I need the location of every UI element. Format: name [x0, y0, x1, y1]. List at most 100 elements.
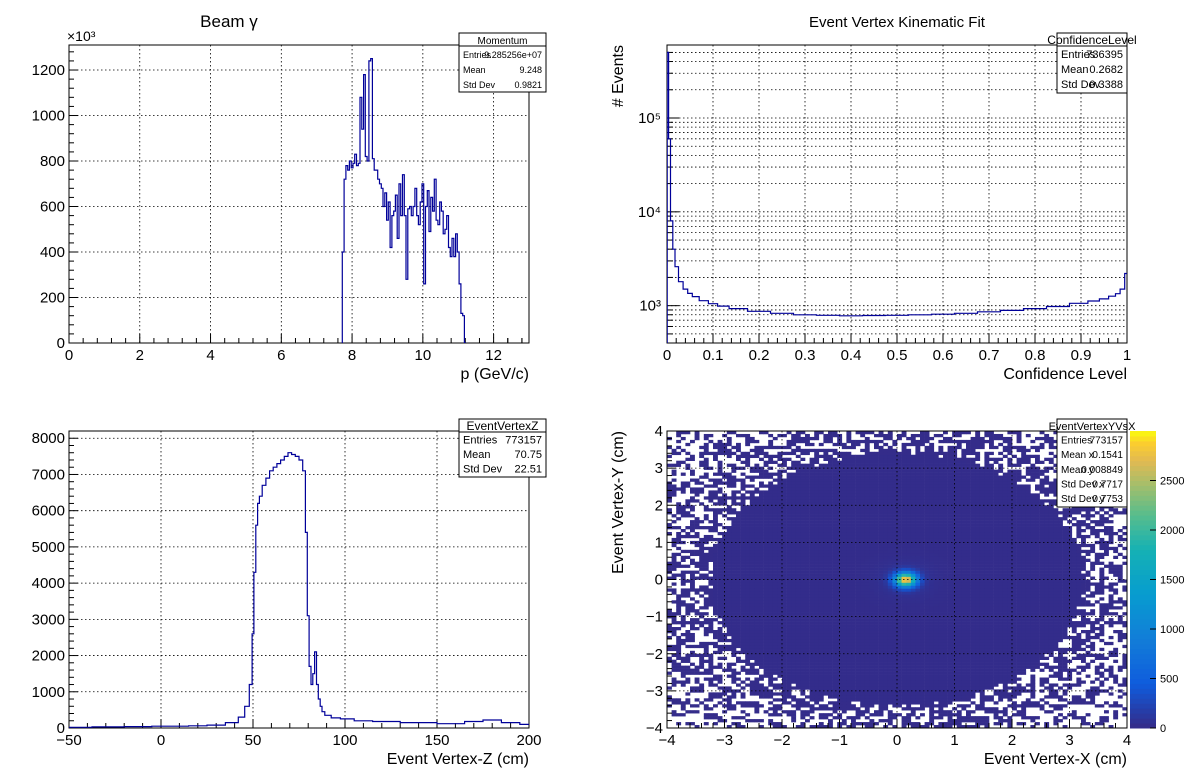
heatmap-cell	[772, 558, 778, 562]
heatmap-cell	[989, 662, 994, 666]
heatmap-cell	[1035, 594, 1040, 598]
heatmap-cell	[993, 570, 999, 574]
heatmap-cell	[993, 710, 999, 714]
heatmap-cell	[1044, 627, 1050, 631]
heatmap-cell	[1012, 615, 1017, 619]
heatmap-cell	[791, 656, 797, 660]
heatmap-cell	[887, 677, 893, 681]
heatmap-cell	[685, 579, 691, 583]
heatmap-cell	[832, 629, 838, 634]
heatmap-cell	[933, 591, 939, 595]
heatmap-cell	[956, 668, 962, 672]
heatmap-cell	[897, 653, 902, 658]
heatmap-cell	[906, 594, 912, 598]
heatmap-cell	[809, 573, 815, 577]
heatmap-cell	[740, 627, 746, 631]
heatmap-cell	[800, 659, 806, 663]
heatmap-cell	[671, 680, 677, 684]
heatmap-cell	[703, 618, 709, 622]
heatmap-cell	[1090, 612, 1096, 616]
heatmap-cell	[883, 624, 889, 628]
heatmap-cell	[726, 597, 732, 601]
heatmap-cell	[680, 621, 686, 625]
heatmap-cell	[841, 677, 847, 681]
heatmap-cell	[814, 564, 820, 568]
heatmap-cell	[740, 573, 746, 577]
heatmap-cell	[717, 632, 723, 637]
heatmap-cell	[869, 680, 875, 684]
heatmap-cell	[1067, 647, 1073, 652]
heatmap-cell	[791, 603, 797, 607]
heatmap-cell	[956, 674, 962, 678]
heatmap-cell	[791, 582, 797, 586]
heatmap-cell	[832, 668, 838, 672]
heatmap-cell	[791, 621, 797, 625]
heatmap-cell	[1081, 618, 1086, 622]
heatmap-cell	[754, 573, 760, 577]
heatmap-cell	[883, 564, 889, 568]
heatmap-cell	[929, 698, 935, 702]
heatmap-cell	[906, 719, 912, 723]
heatmap-cell	[667, 624, 672, 628]
heatmap-cell	[841, 609, 847, 613]
heatmap-cell	[837, 680, 843, 684]
heatmap-cell	[938, 710, 944, 714]
heatmap-cell	[1071, 701, 1077, 705]
heatmap-cell	[1090, 692, 1096, 696]
heatmap-cell	[763, 695, 769, 699]
heatmap-cell	[676, 609, 682, 613]
heatmap-cell	[938, 686, 944, 690]
heatmap-cell	[906, 656, 912, 660]
heatmap-cell	[864, 597, 870, 601]
heatmap-cell	[906, 588, 912, 592]
heatmap-cell	[924, 686, 930, 690]
heatmap-cell	[892, 665, 898, 669]
heatmap-cell	[929, 591, 935, 595]
heatmap-cell	[823, 668, 829, 672]
heatmap-cell	[800, 671, 806, 675]
heatmap-cell	[901, 653, 907, 658]
heatmap-cell	[1108, 692, 1114, 696]
heatmap-cell	[749, 635, 755, 640]
heatmap-cell	[841, 561, 847, 565]
heatmap-cell	[676, 668, 682, 672]
heatmap-cell	[961, 567, 967, 571]
heatmap-cell	[887, 698, 893, 702]
heatmap-cell	[717, 591, 723, 595]
heatmap-cell	[814, 686, 820, 690]
histogram-bin	[675, 267, 678, 343]
heatmap-cell	[938, 564, 944, 568]
heatmap-cell	[1016, 713, 1022, 717]
heatmap-cell	[915, 615, 921, 619]
heatmap-cell	[855, 615, 861, 619]
heatmap-cell	[795, 600, 801, 604]
heatmap-cell	[1053, 632, 1059, 637]
heatmap-cell	[736, 576, 741, 580]
heatmap-cell	[984, 564, 990, 568]
heatmap-cell	[699, 656, 705, 660]
heatmap-cell	[952, 621, 958, 625]
heatmap-cell	[1122, 579, 1127, 583]
heatmap-cell	[1007, 591, 1013, 595]
histogram-bin	[399, 184, 401, 343]
heatmap-cell	[1062, 588, 1068, 592]
heatmap-cell	[1062, 677, 1068, 681]
heatmap-cell	[924, 564, 930, 568]
heatmap-cell	[878, 558, 884, 562]
heatmap-cell	[759, 644, 764, 649]
heatmap-cell	[759, 695, 764, 699]
heatmap-cell	[823, 725, 829, 728]
heatmap-cell	[924, 665, 930, 669]
heatmap-cell	[1044, 629, 1050, 634]
heatmap-cell	[1108, 600, 1114, 604]
heatmap-cell	[772, 644, 778, 649]
heatmap-cell	[736, 585, 741, 589]
heatmap-cell	[763, 644, 769, 649]
heatmap-cell	[874, 635, 879, 640]
heatmap-cell	[703, 573, 709, 577]
heatmap-cell	[1007, 579, 1013, 583]
heatmap-cell	[680, 576, 686, 580]
heatmap-cell	[749, 641, 755, 646]
heatmap-cell	[772, 591, 778, 595]
heatmap-cell	[915, 701, 921, 705]
